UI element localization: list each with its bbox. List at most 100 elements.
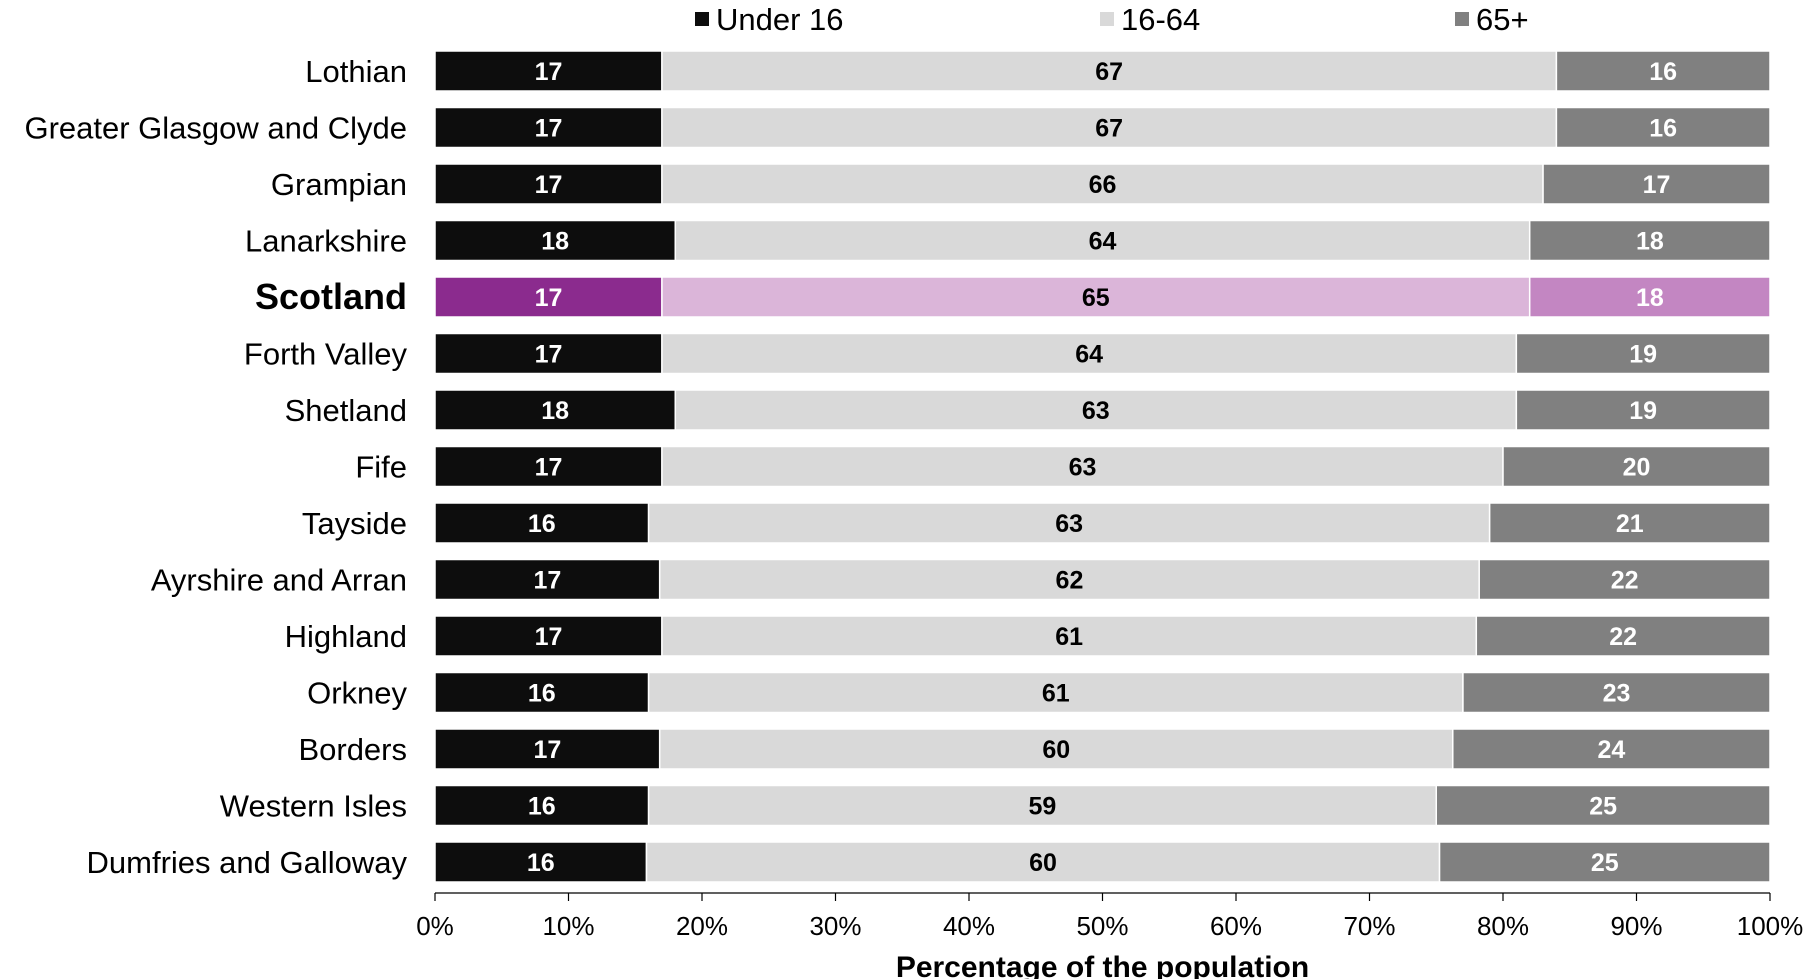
category-label-lanarkshire: Lanarkshire bbox=[245, 224, 407, 259]
x-tick-label: 30% bbox=[809, 911, 861, 941]
x-tick-label: 20% bbox=[676, 911, 728, 941]
bar-highland-under-16 bbox=[434, 615, 663, 657]
data-label-greater-glasgow-and-clyde-16-64: 67 bbox=[1095, 115, 1123, 143]
bar-forth-valley-16-64 bbox=[661, 332, 1518, 375]
x-axis-title: Percentage of the population bbox=[896, 951, 1309, 979]
bar-ayrshire-and-arran-65 bbox=[1478, 558, 1771, 601]
bar-ayrshire-and-arran-under-16 bbox=[434, 558, 661, 601]
data-label-fife-under-16: 17 bbox=[535, 454, 563, 482]
data-label-borders-16-64: 60 bbox=[1042, 736, 1070, 764]
data-label-lanarkshire-under-16: 18 bbox=[541, 228, 569, 256]
legend-swatch-65 bbox=[1455, 12, 1469, 26]
bar-dumfries-and-galloway-under-16 bbox=[434, 841, 648, 883]
bar-orkney-under-16 bbox=[434, 671, 650, 714]
data-label-lanarkshire-65: 18 bbox=[1636, 228, 1664, 256]
x-tick-label: 0% bbox=[416, 911, 454, 941]
bar-borders-16-64 bbox=[658, 728, 1454, 770]
data-label-greater-glasgow-and-clyde-65: 16 bbox=[1649, 115, 1677, 143]
data-label-scotland-under-16: 17 bbox=[535, 284, 563, 312]
bar-borders-65 bbox=[1452, 728, 1771, 770]
bar-lothian-65 bbox=[1555, 50, 1771, 92]
bar-lothian-under-16 bbox=[434, 50, 663, 92]
bar-fife-16-64 bbox=[661, 445, 1504, 488]
bar-lanarkshire-65 bbox=[1528, 219, 1771, 262]
bar-dumfries-and-galloway-65 bbox=[1438, 841, 1771, 883]
data-label-highland-65: 22 bbox=[1609, 623, 1637, 651]
data-label-forth-valley-65: 19 bbox=[1629, 341, 1657, 369]
legend-label-65: 65+ bbox=[1476, 2, 1529, 37]
data-label-tayside-16-64: 63 bbox=[1055, 510, 1083, 538]
category-label-grampian: Grampian bbox=[271, 167, 407, 202]
category-label-highland: Highland bbox=[285, 619, 407, 654]
bar-scotland-16-64 bbox=[661, 276, 1531, 318]
category-label-ayrshire-and-arran: Ayrshire and Arran bbox=[151, 563, 407, 598]
bars-group: 17 67 16 17 67 16 17 66 17 18 64 18 17 65 18 17 64 19 18 63… bbox=[434, 50, 1771, 883]
category-label-forth-valley: Forth Valley bbox=[244, 337, 408, 372]
bar-western-isles-under-16 bbox=[434, 784, 650, 827]
data-label-lanarkshire-16-64: 64 bbox=[1089, 228, 1117, 256]
data-label-forth-valley-under-16: 17 bbox=[535, 341, 563, 369]
data-label-lothian-under-16: 17 bbox=[535, 58, 563, 86]
legend-label-under-16: Under 16 bbox=[716, 2, 844, 37]
data-label-shetland-65: 19 bbox=[1629, 397, 1657, 425]
bar-highland-65 bbox=[1475, 615, 1771, 657]
data-label-western-isles-16-64: 59 bbox=[1029, 793, 1057, 821]
legend-swatch-under-16 bbox=[695, 12, 709, 26]
data-label-scotland-65: 18 bbox=[1636, 284, 1664, 312]
x-tick-label: 40% bbox=[943, 911, 995, 941]
bar-lothian-16-64 bbox=[661, 50, 1558, 92]
category-label-western-isles: Western Isles bbox=[220, 789, 407, 824]
data-label-dumfries-and-galloway-under-16: 16 bbox=[527, 849, 555, 877]
data-label-forth-valley-16-64: 64 bbox=[1075, 341, 1103, 369]
bar-ayrshire-and-arran-16-64 bbox=[658, 558, 1480, 601]
data-label-orkney-under-16: 16 bbox=[528, 680, 556, 708]
legend-label-16-64: 16-64 bbox=[1121, 2, 1200, 37]
x-tick-label: 10% bbox=[542, 911, 594, 941]
data-label-grampian-under-16: 17 bbox=[535, 171, 563, 199]
data-label-lothian-65: 16 bbox=[1649, 58, 1677, 86]
category-label-shetland: Shetland bbox=[285, 393, 407, 428]
data-label-shetland-16-64: 63 bbox=[1082, 397, 1110, 425]
bar-shetland-under-16 bbox=[434, 389, 677, 431]
bar-western-isles-65 bbox=[1435, 784, 1771, 827]
category-labels: Lothian Greater Glasgow and Clyde Grampian… bbox=[24, 54, 407, 880]
data-label-orkney-16-64: 61 bbox=[1042, 680, 1070, 708]
x-tick-label: 80% bbox=[1477, 911, 1529, 941]
bar-scotland-under-16 bbox=[434, 276, 663, 318]
data-label-highland-16-64: 61 bbox=[1055, 623, 1083, 651]
data-label-ayrshire-and-arran-16-64: 62 bbox=[1056, 567, 1084, 595]
data-label-fife-65: 20 bbox=[1623, 454, 1651, 482]
data-label-shetland-under-16: 18 bbox=[541, 397, 569, 425]
data-label-western-isles-under-16: 16 bbox=[528, 793, 556, 821]
data-label-dumfries-and-galloway-65: 25 bbox=[1591, 849, 1619, 877]
bar-lanarkshire-under-16 bbox=[434, 219, 677, 262]
x-tick-label: 100% bbox=[1737, 911, 1804, 941]
data-label-borders-under-16: 17 bbox=[533, 736, 561, 764]
chart-legend: Under 16 16-64 65+ bbox=[695, 2, 1529, 37]
bar-fife-65 bbox=[1502, 445, 1771, 488]
category-label-orkney: Orkney bbox=[307, 676, 407, 711]
category-label-lothian: Lothian bbox=[305, 54, 407, 89]
bar-shetland-16-64 bbox=[674, 389, 1518, 431]
data-label-dumfries-and-galloway-16-64: 60 bbox=[1029, 849, 1057, 877]
data-label-grampian-65: 17 bbox=[1643, 171, 1671, 199]
bar-orkney-16-64 bbox=[647, 671, 1464, 714]
bar-forth-valley-under-16 bbox=[434, 332, 663, 375]
bar-shetland-65 bbox=[1515, 389, 1771, 431]
bar-greater-glasgow-and-clyde-65 bbox=[1555, 106, 1771, 149]
bar-tayside-65 bbox=[1488, 502, 1771, 544]
data-label-fife-16-64: 63 bbox=[1069, 454, 1097, 482]
data-label-tayside-under-16: 16 bbox=[528, 510, 556, 538]
bar-western-isles-16-64 bbox=[647, 784, 1437, 827]
data-label-lothian-16-64: 67 bbox=[1095, 58, 1123, 86]
data-label-orkney-65: 23 bbox=[1603, 680, 1631, 708]
category-label-greater-glasgow-and-clyde: Greater Glasgow and Clyde bbox=[24, 111, 407, 146]
data-label-tayside-65: 21 bbox=[1616, 510, 1644, 538]
bar-orkney-65 bbox=[1462, 671, 1771, 714]
category-label-dumfries-and-galloway: Dumfries and Galloway bbox=[87, 845, 408, 880]
data-label-ayrshire-and-arran-under-16: 17 bbox=[533, 567, 561, 595]
x-tick-label: 50% bbox=[1076, 911, 1128, 941]
data-label-ayrshire-and-arran-65: 22 bbox=[1611, 567, 1639, 595]
category-label-scotland: Scotland bbox=[255, 276, 407, 317]
